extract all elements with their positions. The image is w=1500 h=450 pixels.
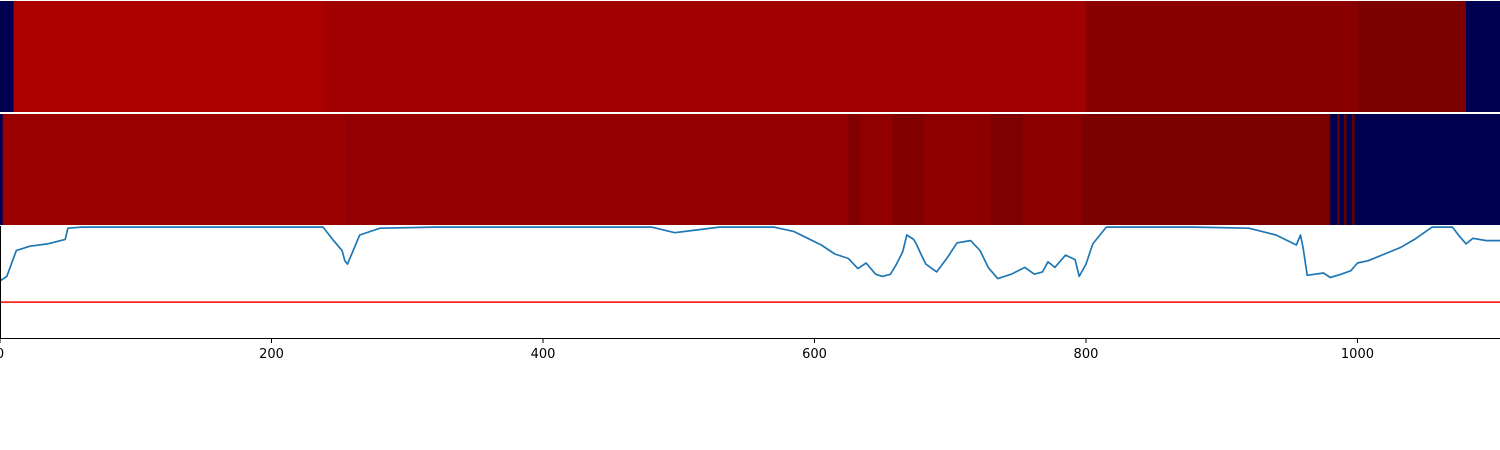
heatmap-middle-cell [1352,114,1355,225]
heatmap-middle-panel [0,114,1500,225]
heatmap-middle-cell [1343,114,1347,225]
heatmap-top-cell [0,1,14,112]
heatmap-middle-cell [1339,114,1344,225]
x-tick-label: 0 [0,347,4,362]
heatmap-middle-cell [348,114,849,225]
heatmap-middle-cell [848,114,860,225]
heatmap-middle-cell [1337,114,1340,225]
heatmap-middle-cell [923,114,991,225]
series-line [0,226,1500,282]
heatmap-top-panel [0,1,1500,112]
heatmap-middle-cell [0,114,3,225]
x-tick-label: 800 [1074,347,1099,362]
x-tick-label: 200 [259,347,284,362]
heatmap-top-cell [325,1,1086,112]
heatmap-middle-cell [2,114,349,225]
heatmap-middle-cell [893,114,924,225]
heatmap-top-cell [1357,1,1467,112]
heatmap-middle-cell [1081,114,1331,225]
heatmap-middle-cell [1354,114,1500,225]
heatmap-middle-cell [1346,114,1353,225]
heatmap-top-cell [1466,1,1500,112]
x-tick-label: 600 [802,347,827,362]
heatmap-top-cell [13,1,326,112]
x-tick-label: 1000 [1341,347,1374,362]
heatmap-top-cell [1085,1,1358,112]
heatmap-middle-cell [1330,114,1338,225]
heatmap-middle-cell [859,114,894,225]
heatmap-middle-cell [1022,114,1082,225]
heatmap-middle-cell [990,114,1023,225]
x-tick-label: 400 [531,347,556,362]
line-plot-panel: 0 200 400 600 800 1000 [0,226,1500,362]
